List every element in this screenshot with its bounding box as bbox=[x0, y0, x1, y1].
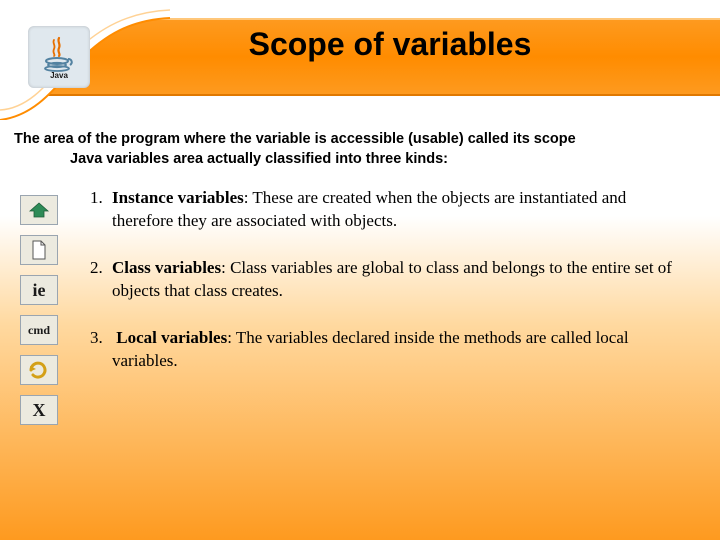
variable-kinds-list: 1.Instance variables: These are created … bbox=[84, 187, 706, 425]
slide-title: Scope of variables bbox=[0, 26, 720, 63]
ie-icon: ie bbox=[20, 275, 58, 305]
intro-line-1: The area of the program where the variab… bbox=[14, 130, 706, 150]
reload-icon bbox=[20, 355, 58, 385]
item-sep: : bbox=[221, 258, 230, 277]
list-item: 3. Local variables: The variables declar… bbox=[84, 327, 686, 373]
item-number: 1. bbox=[90, 187, 112, 210]
item-number: 2. bbox=[90, 257, 112, 280]
ie-label: ie bbox=[33, 280, 46, 301]
doc-icon bbox=[20, 235, 58, 265]
intro-text: The area of the program where the variab… bbox=[14, 130, 706, 169]
sidebar: ie cmd X bbox=[14, 187, 64, 425]
x-label: X bbox=[33, 400, 46, 421]
item-term: Local variables bbox=[112, 328, 227, 347]
main-row: ie cmd X 1.Instance variables: These are… bbox=[14, 187, 706, 425]
home-icon bbox=[20, 195, 58, 225]
item-sep: : bbox=[227, 328, 236, 347]
list-item: 1.Instance variables: These are created … bbox=[84, 187, 686, 233]
slide-header: Java Scope of variables bbox=[0, 0, 720, 120]
slide-content: The area of the program where the variab… bbox=[0, 120, 720, 425]
intro-line-2: Java variables area actually classified … bbox=[14, 150, 706, 170]
item-number: 3. bbox=[90, 327, 112, 350]
cmd-icon: cmd bbox=[20, 315, 58, 345]
list-item: 2.Class variables: Class variables are g… bbox=[84, 257, 686, 303]
item-term: Instance variables bbox=[112, 188, 244, 207]
x-icon: X bbox=[20, 395, 58, 425]
cmd-label: cmd bbox=[28, 323, 50, 338]
item-term: Class variables bbox=[112, 258, 221, 277]
svg-text:Java: Java bbox=[50, 71, 68, 80]
